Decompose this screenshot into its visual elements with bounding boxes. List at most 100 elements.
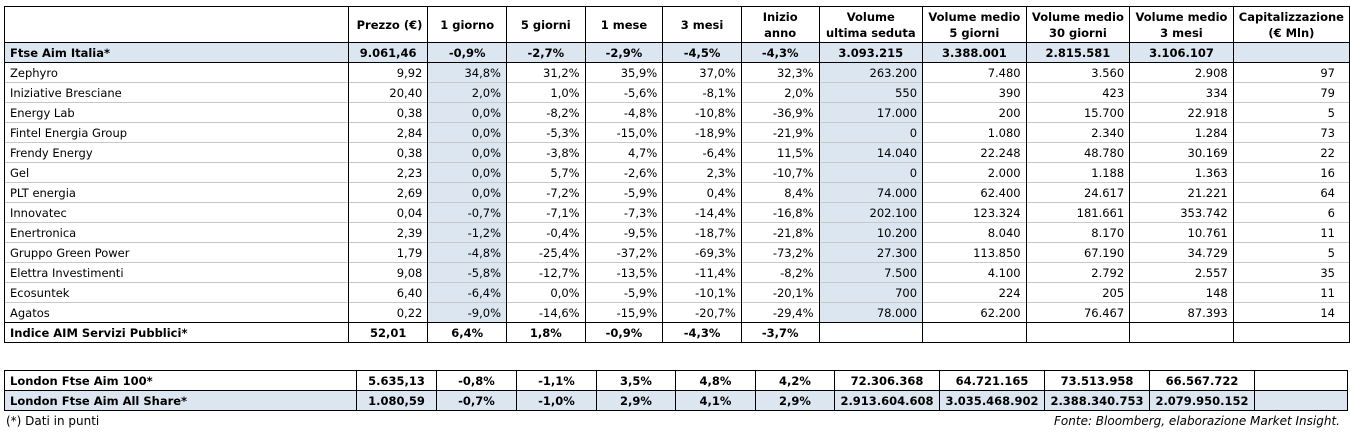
row-value-cell: 0,0% [427, 162, 507, 183]
row-value-cell: 87.393 [1129, 302, 1234, 323]
row-value-cell: 224 [922, 282, 1027, 303]
row-name-cell: Zephyro [4, 62, 349, 83]
row-value-cell: 73.513.958 [1044, 370, 1150, 391]
row-value-cell: -0,8% [436, 370, 517, 391]
row-value-cell: 6,4% [427, 322, 507, 343]
stock-row: Energy Lab 0,38 0,0% -8,2% -4,8% -10,8% -36,9%… [4, 102, 1350, 123]
row-value-cell: -14,6% [506, 302, 586, 323]
row-value-cell: 263.200 [818, 62, 924, 83]
header-market-cap: Capitalizzazione (€ Mln) [1232, 6, 1350, 43]
row-value-cell: -7,3% [584, 202, 664, 223]
row-name-cell: London Ftse Aim All Share* [4, 390, 357, 411]
row-value-cell: -3,8% [506, 142, 586, 163]
header-volume-last: Volume ultima seduta [818, 6, 924, 43]
row-value-cell: 32,3% [740, 62, 820, 83]
row-value-cell: -7,2% [506, 182, 586, 203]
row-value-cell: -6,4% [427, 282, 507, 303]
row-value-cell: 10.761 [1129, 222, 1234, 243]
row-value-cell: 3.035.468.902 [939, 390, 1045, 411]
row-value-cell: 353.742 [1129, 202, 1234, 223]
row-value-cell: 0,22 [347, 302, 429, 323]
row-value-cell: -9,5% [584, 222, 664, 243]
row-value-cell: -10,7% [740, 162, 820, 183]
row-value-cell: 30.169 [1129, 142, 1234, 163]
row-value-cell: 3.093.215 [818, 42, 924, 63]
row-value-cell: 35 [1232, 262, 1350, 283]
row-value-cell: -2,9% [584, 42, 664, 63]
london-row: London Ftse Aim All Share* 1.080,59 -0,7% -… [4, 390, 1348, 411]
row-value-cell: 3.106.107 [1129, 42, 1234, 63]
row-value-cell: -4,8% [427, 242, 507, 263]
row-name-cell: PLT energia [4, 182, 349, 203]
row-value-cell: -36,9% [740, 102, 820, 123]
row-value-cell: -13,5% [584, 262, 664, 283]
row-name-cell: Elettra Investimenti [4, 262, 349, 283]
row-value-cell: 27.300 [818, 242, 924, 263]
stock-row: Fintel Energia Group 2,84 0,0% -5,3% -15,0% -… [4, 122, 1350, 143]
row-value-cell: 11,5% [740, 142, 820, 163]
header-name [4, 6, 349, 43]
row-value-cell: 2.079.950.152 [1149, 390, 1255, 411]
row-value-cell: -25,4% [506, 242, 586, 263]
row-value-cell: 1.080 [922, 122, 1027, 143]
row-value-cell: -5,9% [584, 182, 664, 203]
row-name-cell: Agatos [4, 302, 349, 323]
row-value-cell: -14,4% [662, 202, 742, 223]
row-value-cell [922, 322, 1027, 343]
row-value-cell: 15.700 [1025, 102, 1131, 123]
row-value-cell: -29,4% [740, 302, 820, 323]
row-value-cell: -20,7% [662, 302, 742, 323]
row-value-cell: 1.284 [1129, 122, 1234, 143]
header-volume-30d: Volume medio 30 giorni [1025, 6, 1131, 43]
row-value-cell: -1,0% [516, 390, 597, 411]
row-value-cell: 4,7% [584, 142, 664, 163]
row-value-cell: 205 [1025, 282, 1131, 303]
row-value-cell: 52,01 [347, 322, 429, 343]
header-3m: 3 mesi [662, 6, 742, 43]
row-value-cell: 14 [1232, 302, 1350, 323]
row-value-cell: -0,7% [427, 202, 507, 223]
row-value-cell: 34.729 [1129, 242, 1234, 263]
row-value-cell: 700 [818, 282, 924, 303]
row-value-cell: 2.792 [1025, 262, 1131, 283]
row-value-cell: 2,0% [427, 82, 507, 103]
row-value-cell: 74.000 [818, 182, 924, 203]
row-value-cell: 3.560 [1025, 62, 1131, 83]
row-value-cell: 202.100 [818, 202, 924, 223]
row-value-cell: 0,38 [347, 102, 429, 123]
row-value-cell: 11 [1232, 282, 1350, 303]
row-value-cell: -21,8% [740, 222, 820, 243]
row-value-cell: 2,0% [740, 82, 820, 103]
row-name-cell: Enertronica [4, 222, 349, 243]
row-value-cell: 0,4% [662, 182, 742, 203]
row-value-cell: 16 [1232, 162, 1350, 183]
row-value-cell: 4,8% [675, 370, 756, 391]
stock-row: Iniziative Bresciane 20,40 2,0% 1,0% -5,6% -8… [4, 82, 1350, 103]
stock-row: Gel 2,23 0,0% 5,7% -2,6% 2,3% -10,7% 0 2.000 1.18… [4, 162, 1350, 183]
stock-row: Enertronica 2,39 -1,2% -0,4% -9,5% -18,7% -21,… [4, 222, 1350, 243]
row-value-cell [1232, 42, 1350, 63]
row-value-cell: 4.100 [922, 262, 1027, 283]
row-value-cell: 5 [1232, 242, 1350, 263]
row-value-cell: -69,3% [662, 242, 742, 263]
row-value-cell: 8,4% [740, 182, 820, 203]
row-name-cell: Innovatec [4, 202, 349, 223]
row-value-cell [1232, 322, 1350, 343]
london-indices-table: London Ftse Aim 100* 5.635,13 -0,8% -1,1% 3,… [4, 370, 1348, 411]
row-value-cell: -5,6% [584, 82, 664, 103]
row-value-cell: 2.913.604.608 [834, 390, 940, 411]
row-value-cell: 0,0% [427, 122, 507, 143]
header-1d: 1 giorno [427, 6, 507, 43]
row-value-cell: -7,1% [506, 202, 586, 223]
stock-row: Gruppo Green Power 1,79 -4,8% -25,4% -37,2% -… [4, 242, 1350, 263]
row-value-cell: -5,3% [506, 122, 586, 143]
row-value-cell: 72.306.368 [834, 370, 940, 391]
row-value-cell: 181.661 [1025, 202, 1131, 223]
row-value-cell: -18,7% [662, 222, 742, 243]
row-value-cell: 2,9% [596, 390, 676, 411]
footnote: (*) Dati in punti [6, 414, 100, 428]
header-volume-3m: Volume medio 3 mesi [1129, 6, 1234, 43]
row-value-cell: -0,7% [436, 390, 517, 411]
row-value-cell: 62.200 [922, 302, 1027, 323]
row-value-cell: 22.248 [922, 142, 1027, 163]
